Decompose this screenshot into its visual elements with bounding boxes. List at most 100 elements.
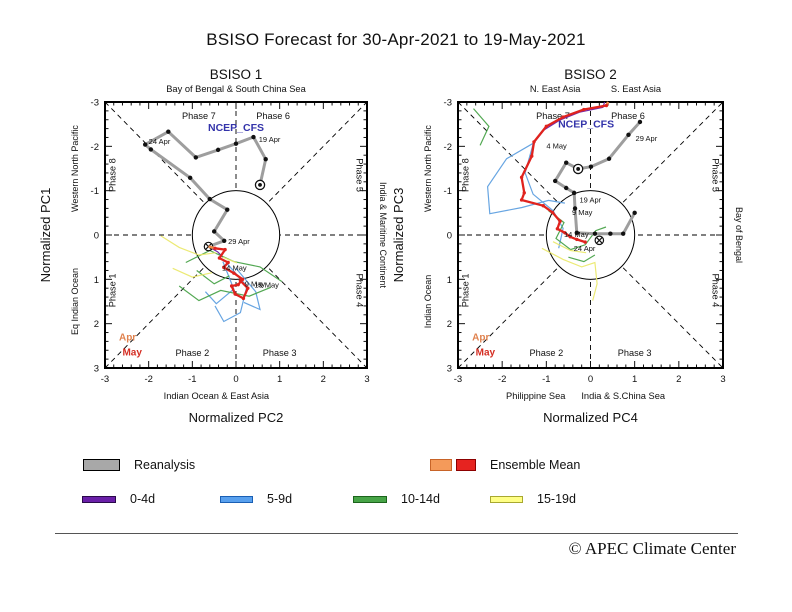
x-tick-label: 3 [720,374,725,385]
reanalysis-dot [632,210,637,216]
top-region-label: N. East Asia [530,84,581,94]
member-line [160,235,217,256]
footer-divider [55,533,738,534]
reanalysis-dot [608,231,613,236]
x-tick-label: 1 [277,374,282,385]
reanalysis-dot [564,185,569,191]
y-tick-label: -2 [444,142,452,153]
ensemble-dot [222,265,226,270]
x-tick-label: 2 [321,374,326,385]
reanalysis-dot [222,238,227,243]
legend-swatch [83,459,120,471]
reanalysis-dot [193,155,199,160]
ensemble-dot [233,292,237,296]
reanalysis-dot [211,229,217,234]
reanalysis-dot [571,190,577,196]
date-label: 24 Apr [149,137,171,146]
x-tick-label: -3 [101,374,109,385]
phase-label: Phase 1 [107,274,117,308]
phase-label: Phase 1 [461,274,471,308]
ensemble-dot [530,154,534,158]
legend-label: 15-19d [537,492,576,506]
y-region-label: Western North Pacific [423,125,433,212]
member-line [204,261,235,305]
y-tick-label: -3 [91,98,99,109]
copyright: © APEC Climate Center [568,539,736,558]
date-label: 19 Apr [579,196,601,205]
y-tick-label: -1 [444,186,452,197]
phase-labels: Phase 1 Phase 8 Phase 7 Phase 6 Phase 5 Phase… [461,111,721,358]
y-region-label: Western North Pacific [70,125,80,212]
y-tick-label: -2 [91,142,99,153]
date-label: 9 May [572,208,593,217]
trajectory-reanalysis [142,129,268,252]
month-label: May [476,348,496,359]
reanalysis-dot [251,134,256,140]
y-tick-label: 3 [94,364,99,375]
phase-label: Phase 7 [536,111,570,121]
plot-border [104,101,368,369]
ensemble-dot [604,103,609,108]
y-tick-label: 2 [447,319,452,330]
ensemble-dot [550,210,555,215]
y-tick-label: 0 [94,231,99,242]
y-axis-title: Normalized PC1 [38,188,53,283]
reanalysis-dot [263,156,268,162]
x-axis-title: Normalized PC2 [189,410,284,425]
ensemble-dot [213,246,217,250]
start-day-marker [254,179,266,191]
trajectory-ensemble-mean [519,101,610,244]
member-line [222,256,238,264]
legend-label: 0-4d [130,492,156,506]
legend-swatch [353,495,387,503]
right-region-label: India & Maritime Continent [378,182,388,289]
date-label: 19 Apr [259,135,281,144]
phase-label: Phase 8 [461,158,471,192]
ensemble-dot [568,235,572,239]
reanalysis-dot [637,119,643,125]
y-tick-label: -3 [444,98,452,109]
legend-item-ensemble-mean: Ensemble Mean [430,458,580,472]
legend-item-5-9d: 5-9d [220,492,292,506]
x-tick-label: 0 [233,374,238,385]
ensemble-dot [541,204,545,208]
reanalysis-dot [233,141,239,146]
date-labels: 29 Apr 4 May 19 Apr 9 May 14 May 24 Apr [546,134,657,253]
member-line [548,210,607,251]
phase-label: Phase 8 [107,158,117,192]
member-line [178,285,272,302]
member-line [235,267,261,311]
phase-label: Phase 6 [256,111,290,121]
y-region-label: Eq Indian Ocean [70,268,80,335]
legend-item-0-4d: 0-4d [82,492,155,506]
reanalysis-dot [574,230,580,235]
end-x [205,243,212,250]
trajectory-reanalysis [552,119,643,246]
plot-title: BSISO 2 [564,67,617,82]
model-name-label: NCEP_CFS [558,119,614,131]
phase-label: Phase 2 [175,348,209,358]
ensemble-dot [522,191,526,195]
date-label: 24 Apr [574,244,596,253]
reanalysis-dot [148,147,154,152]
date-label: 19 May [254,280,279,289]
date-label: 4 May [546,142,567,151]
reanalysis-dot [588,164,594,169]
member-line [486,142,565,215]
legend-item-10-14d: 10-14d [353,492,440,506]
reanalysis-dot [207,196,212,202]
reanalysis-dot [620,231,626,236]
start-dot [258,183,262,187]
last-obs-marker [594,235,605,246]
date-label: 14 May [222,263,247,272]
x-tick-label: 1 [632,374,637,385]
x-region-label: Philippine Sea [506,391,566,401]
x-tick-label: 3 [364,374,369,385]
member-line [541,247,598,301]
plot-title: BSISO 1 [210,67,263,82]
ensemble-dot [238,278,243,283]
members-10-14d [473,108,607,263]
x-tick-label: -1 [542,374,550,385]
x-axis-title: Normalized PC4 [543,410,638,425]
